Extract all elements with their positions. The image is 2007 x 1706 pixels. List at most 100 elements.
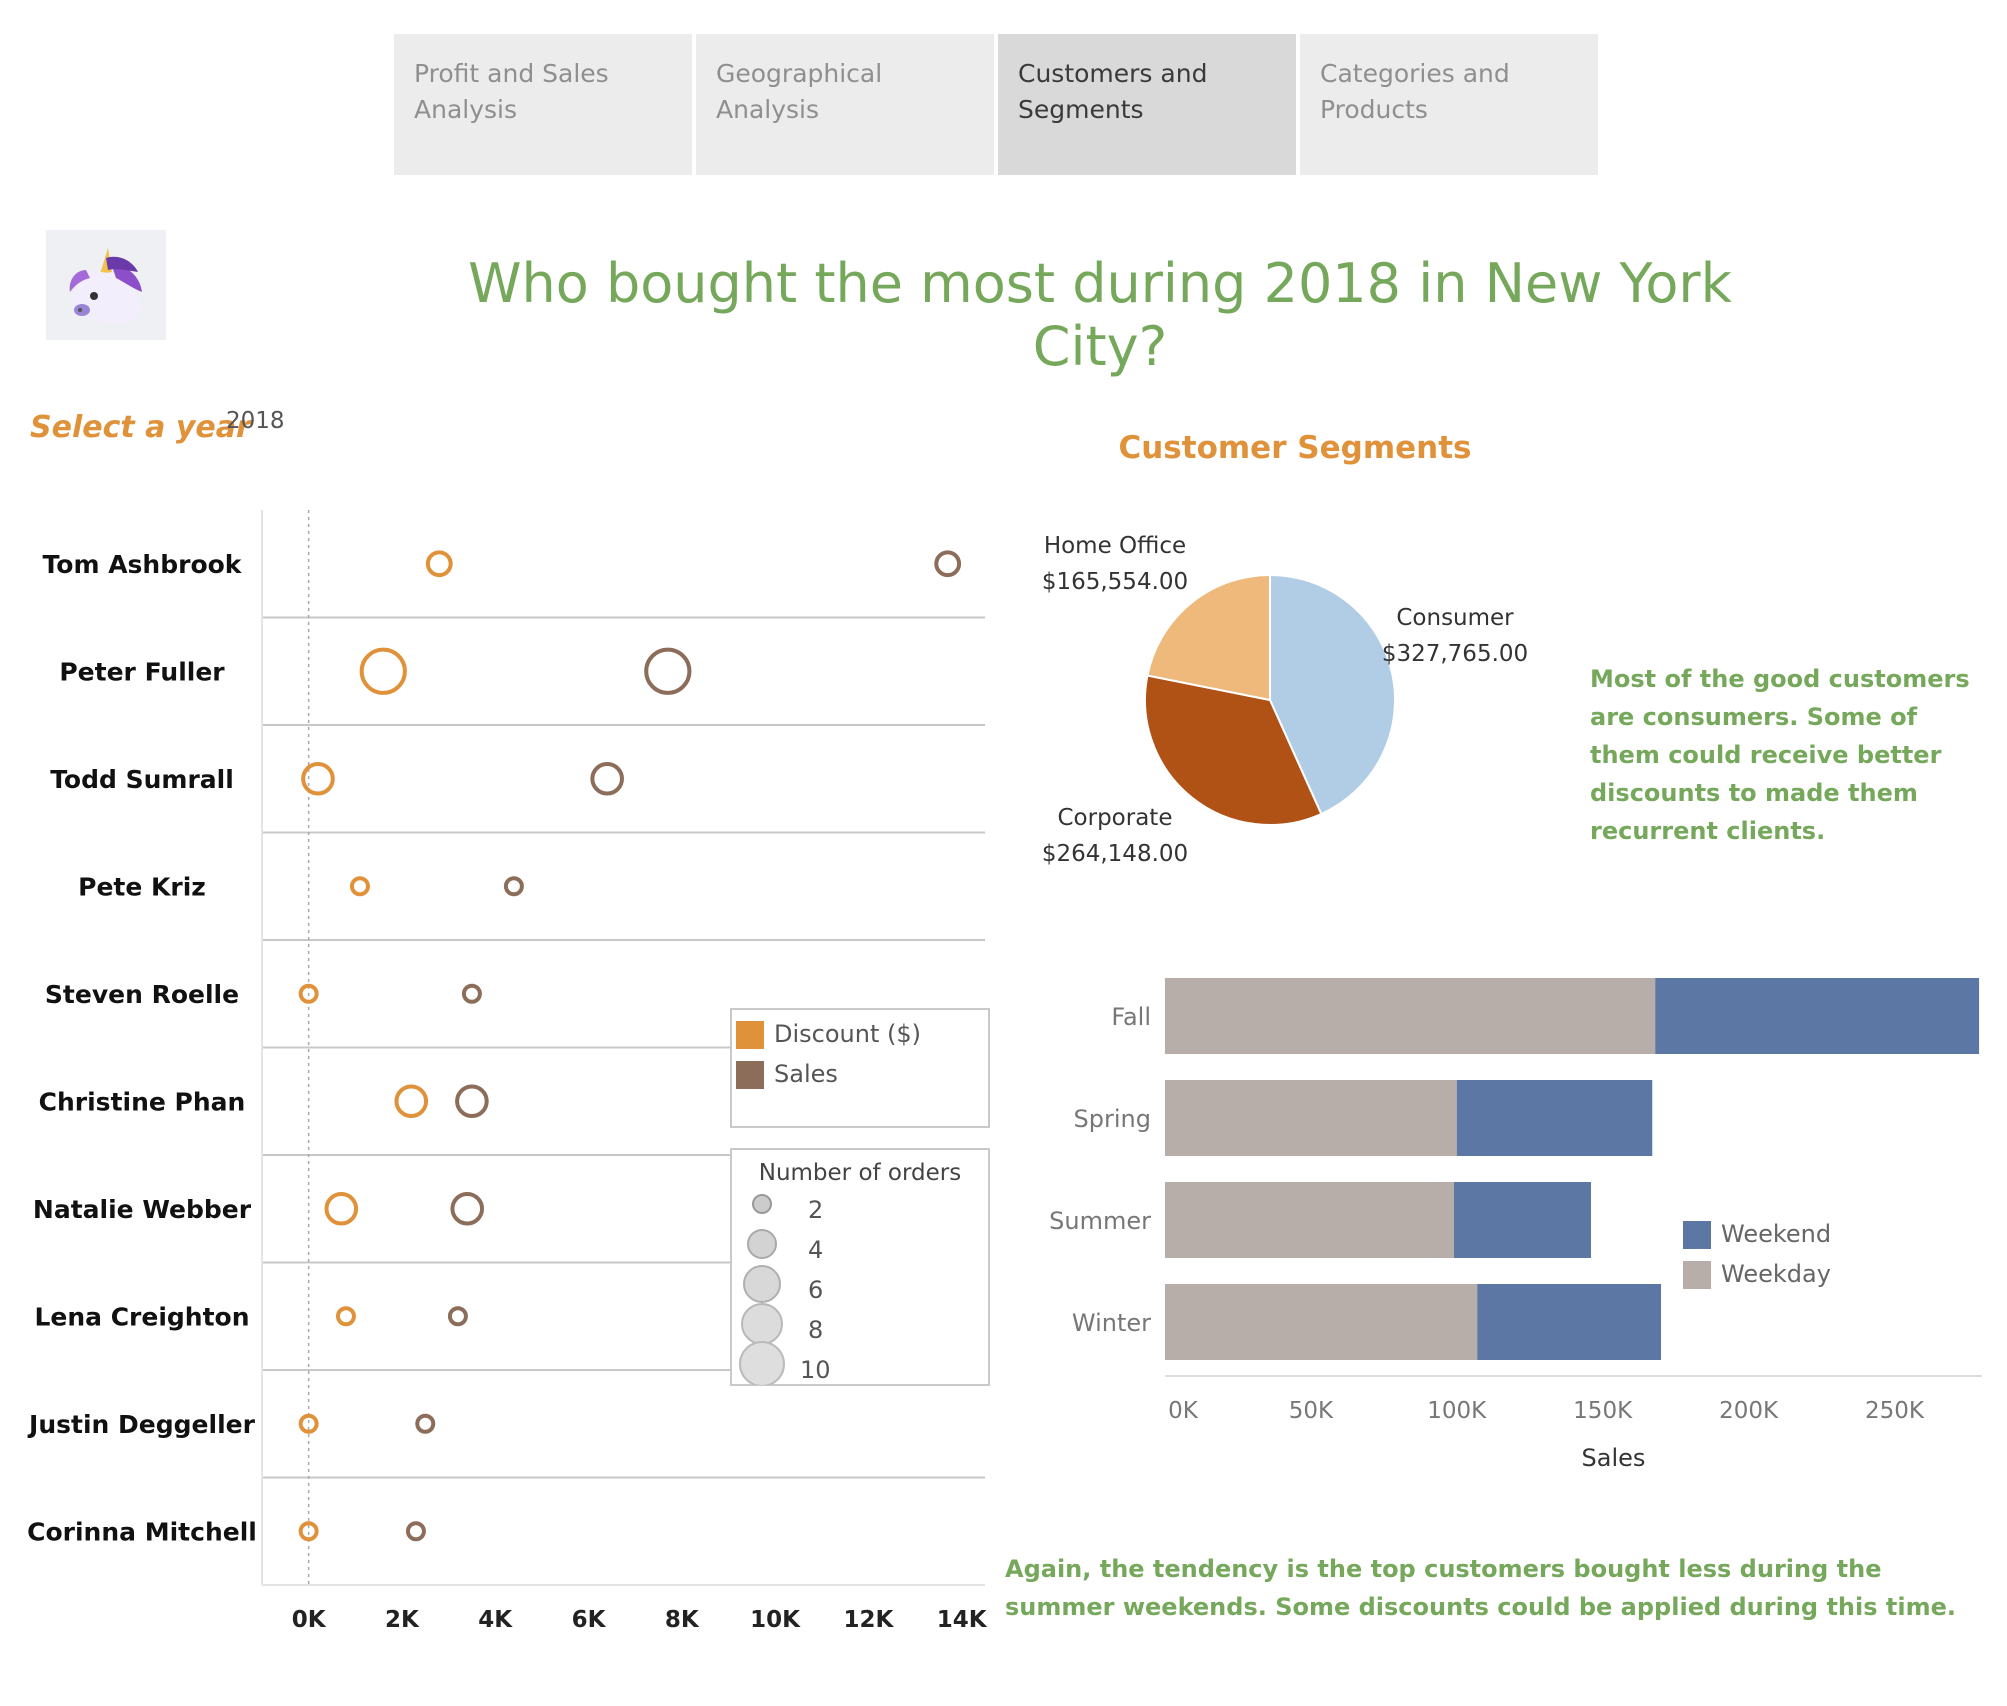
pie-label-consumer: Consumer $327,765.00: [1380, 600, 1530, 672]
x-tick-label: 0K: [1168, 1398, 1199, 1424]
unicorn-icon: [69, 248, 142, 324]
x-tick-label: 250K: [1865, 1398, 1925, 1424]
season-label: Summer: [1049, 1207, 1151, 1235]
x-tick-label: 4K: [478, 1607, 513, 1633]
size-circle-10: [739, 1341, 785, 1385]
size-label: 10: [800, 1356, 831, 1384]
bar-weekday: [1165, 1080, 1457, 1156]
logo: [46, 230, 166, 340]
season-label: Spring: [1074, 1105, 1151, 1133]
sales-point: [415, 1413, 436, 1434]
tab-customers-and-segments[interactable]: Customers and Segments: [998, 34, 1296, 175]
legend-item-discount: Discount ($): [736, 1014, 921, 1054]
season-label: Winter: [1072, 1309, 1151, 1337]
size-circle-2: [752, 1194, 772, 1214]
tab-geographical[interactable]: Geographical Analysis: [696, 34, 994, 175]
discount-point: [324, 1191, 359, 1226]
legend-label: Sales: [774, 1060, 838, 1088]
size-circle-8: [741, 1303, 783, 1345]
pie-label-value: $165,554.00: [1041, 569, 1189, 595]
segments-pie: [1144, 573, 1396, 826]
discount-point: [425, 550, 453, 578]
discount-point: [335, 1306, 356, 1327]
weekend-swatch: [1683, 1221, 1711, 1249]
page-title: Who bought the most during 2018 in New Y…: [468, 252, 1732, 378]
customer-labels: Tom Ashbrook Peter Fuller Todd Sumrall Pete…: [27, 550, 257, 1547]
seasons-note: Again, the tendency is the top customers…: [1005, 1555, 1956, 1621]
segments-note: Most of the good customers are consumers…: [1590, 665, 1970, 845]
customers-chart: Tom Ashbrook Peter Fuller Todd Sumrall Pete…: [27, 510, 988, 1633]
pie-label-name: Home Office: [1043, 533, 1187, 559]
x-tick-label: 50K: [1289, 1398, 1334, 1424]
tab-categories-and-products[interactable]: Categories and Products: [1300, 34, 1598, 175]
discount-swatch: [736, 1021, 764, 1049]
x-tick-label: 8K: [665, 1607, 700, 1633]
sales-point: [934, 550, 962, 578]
sales-point: [450, 1191, 485, 1226]
size-label: 6: [808, 1276, 824, 1304]
bar-weekend: [1655, 978, 1980, 1054]
size-circle-4: [747, 1229, 777, 1259]
pie-slice-home-office: [1146, 573, 1271, 702]
customer-name: Natalie Webber: [33, 1195, 252, 1224]
discount-point: [394, 1084, 429, 1119]
sales-point: [644, 647, 692, 695]
bar-weekday: [1165, 978, 1656, 1054]
bar-weekday: [1165, 1284, 1478, 1360]
legend-label: Weekday: [1721, 1260, 1831, 1288]
size-circle-6: [743, 1265, 781, 1303]
x-tick-label: 150K: [1573, 1398, 1633, 1424]
customer-marks: [298, 550, 962, 1542]
x-tick-label: 200K: [1719, 1398, 1779, 1424]
sales-point: [461, 983, 482, 1004]
seasons-bar-chart: Fall Spring Summer Winter 0K 50K 100K 150K 200K…: [1049, 978, 1982, 1472]
x-tick-label: 2K: [385, 1607, 420, 1633]
x-tick-label: 12K: [843, 1607, 894, 1633]
customer-name: Christine Phan: [39, 1087, 246, 1116]
sales-point: [455, 1084, 489, 1119]
sales-point: [405, 1521, 426, 1542]
sales-swatch: [736, 1061, 764, 1089]
bar-weekend: [1453, 1182, 1592, 1258]
year-filter-label: Select a year: [30, 410, 251, 445]
size-label: 2: [808, 1196, 824, 1224]
legend-item-sales: Sales: [736, 1054, 921, 1094]
x-tick-label: 100K: [1427, 1398, 1487, 1424]
color-legend: Discount ($) Sales: [730, 1008, 990, 1128]
legend-label: Discount ($): [774, 1020, 921, 1048]
size-legend-circles: [739, 1194, 785, 1385]
discount-point: [349, 876, 370, 897]
legend-label: Weekend: [1721, 1220, 1832, 1248]
customer-name: Tom Ashbrook: [43, 550, 243, 579]
bar-weekday: [1165, 1182, 1454, 1258]
x-tick-label: 0K: [292, 1607, 327, 1633]
x-tick-label: 14K: [937, 1607, 988, 1633]
customer-x-axis: 0K 2K 4K 6K 8K 10K 12K 14K: [292, 1607, 988, 1633]
customer-name: Justin Deggeller: [27, 1410, 256, 1439]
bar-weekend: [1456, 1080, 1653, 1156]
customer-name: Steven Roelle: [45, 980, 239, 1009]
discount-point: [298, 983, 319, 1004]
x-tick-label: 10K: [750, 1607, 801, 1633]
discount-point: [298, 1521, 319, 1542]
pie-label-name: Corporate: [1057, 805, 1173, 831]
size-label: 4: [808, 1236, 824, 1264]
x-axis-title: Sales: [1582, 1444, 1646, 1472]
size-label: 8: [808, 1316, 824, 1344]
customer-name: Pete Kriz: [78, 872, 206, 901]
customer-name: Lena Creighton: [34, 1302, 249, 1331]
year-filter-value[interactable]: 2018: [226, 408, 285, 434]
sales-point: [447, 1306, 468, 1327]
pie-label-value: $264,148.00: [1041, 841, 1189, 867]
pie-label-home-office: Home Office $165,554.00: [1040, 528, 1190, 600]
pie-label-name: Consumer: [1396, 605, 1514, 631]
size-legend-title: Number of orders: [758, 1160, 962, 1186]
customer-name: Peter Fuller: [59, 657, 225, 686]
segments-title: Customer Segments: [1118, 430, 1472, 466]
pie-slice-consumer: [1269, 573, 1396, 816]
customer-name: Todd Sumrall: [50, 765, 234, 794]
tab-profit-and-sales[interactable]: Profit and Sales Analysis: [394, 34, 692, 175]
season-label: Fall: [1111, 1003, 1151, 1031]
pie-slice-corporate: [1144, 674, 1323, 826]
sales-point: [503, 876, 524, 897]
